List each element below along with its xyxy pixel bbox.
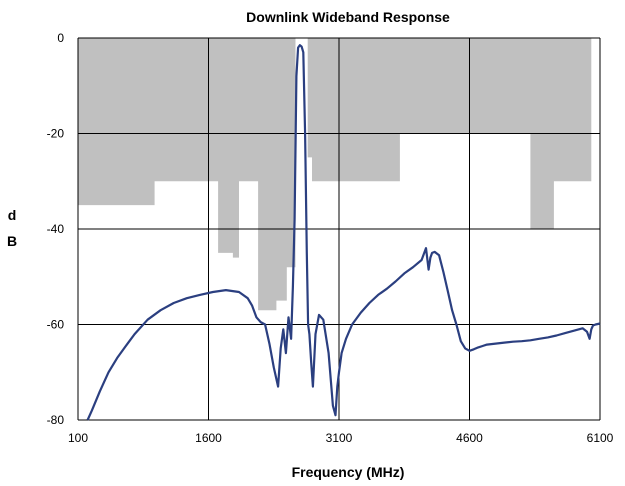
x-tick-label: 3100 <box>326 431 353 445</box>
x-tick-label: 6100 <box>587 431 614 445</box>
x-tick-labels: 100 1600 3100 4600 6100 <box>68 431 614 445</box>
grid-layer <box>77 37 601 421</box>
x-axis-label: Frequency (MHz) <box>292 464 405 480</box>
chart-title: Downlink Wideband Response <box>246 9 450 25</box>
y-tick-label: 0 <box>57 31 64 45</box>
y-tick-label: -80 <box>47 413 65 427</box>
y-tick-label: -60 <box>47 318 65 332</box>
y-tick-labels: 0 -20 -40 -60 -80 <box>47 31 65 427</box>
y-tick-label: -40 <box>47 222 65 236</box>
mask-layer <box>78 38 592 311</box>
response-line <box>86 44 601 421</box>
x-tick-label: 4600 <box>456 431 483 445</box>
x-tick-label: 1600 <box>195 431 222 445</box>
x-tick-label: 100 <box>68 431 88 445</box>
y-axis-label-line-2: B <box>7 233 17 249</box>
y-axis-label-line-1: d <box>8 207 17 223</box>
spec-mask-area <box>78 38 592 311</box>
y-tick-label: -20 <box>47 127 65 141</box>
response-line-layer <box>86 44 601 421</box>
